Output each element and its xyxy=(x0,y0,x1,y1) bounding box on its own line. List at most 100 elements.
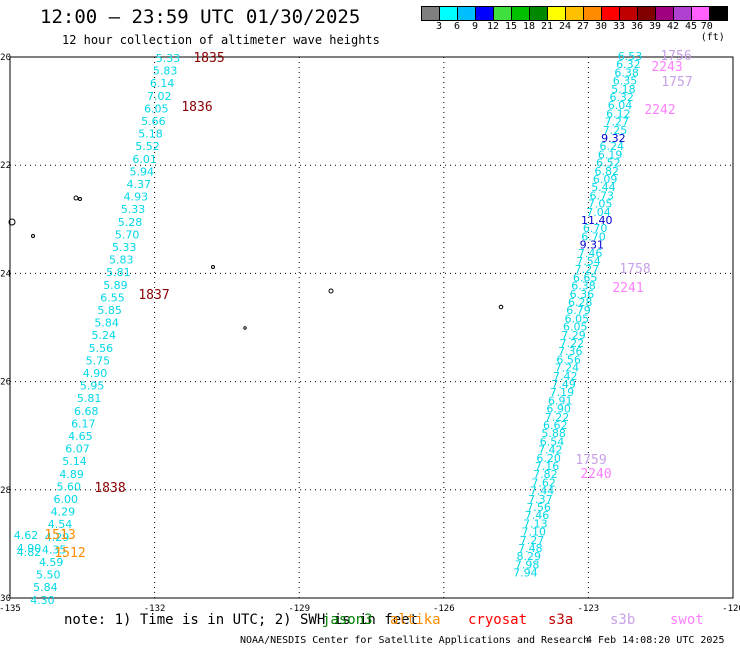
wave-height-label: 4.37 xyxy=(127,178,152,191)
wave-height-label: 5.60 xyxy=(56,480,81,493)
footer-timestamp: 4 Feb 14:08:20 UTC 2025 xyxy=(586,635,725,646)
scale-label: 39 xyxy=(648,21,662,32)
island-shape xyxy=(73,195,79,201)
wave-height-label: 6.35 xyxy=(613,75,638,88)
wave-height-label: 6.32 xyxy=(616,58,641,71)
wave-height-label: 5.56 xyxy=(89,342,114,355)
wave-height-label: 7.94 xyxy=(513,567,538,580)
wave-height-label: 5.81 xyxy=(77,392,102,405)
wave-height-label: 6.56 xyxy=(556,353,581,366)
wave-height-label: 6.19 xyxy=(598,148,623,161)
lat-label: -26 xyxy=(0,378,11,388)
wave-height-label: 11.40 xyxy=(581,214,613,227)
wave-height-label: 5.14 xyxy=(62,455,87,468)
wave-height-label: 6.65 xyxy=(573,271,598,284)
wave-height-label: 7.16 xyxy=(535,460,560,473)
scale-label: 27 xyxy=(576,21,590,32)
pass-time-label: 1758 xyxy=(619,262,650,277)
wave-height-label: 4.29 xyxy=(51,506,76,519)
wave-height-label: 6.38 xyxy=(571,280,596,293)
wave-height-label: 7.49 xyxy=(551,378,576,391)
wave-height-label: 7.42 xyxy=(553,370,578,383)
wave-height-label: 6.12 xyxy=(606,107,631,120)
wave-height-label: 5.89 xyxy=(103,279,128,292)
wave-height-label: 5.85 xyxy=(97,304,122,317)
wave-height-label: 6.05 xyxy=(563,321,588,334)
scale-label: 3 xyxy=(435,21,443,32)
wave-height-label: 5.84 xyxy=(33,581,58,594)
wave-height-label: 6.82 xyxy=(595,165,620,178)
scale-label: 70 (ft) xyxy=(700,21,725,43)
lon-label: -123 xyxy=(578,604,600,614)
wave-height-label: 7.56 xyxy=(526,501,551,514)
wave-height-label: 7.27 xyxy=(575,263,600,276)
wave-height-label: 5.83 xyxy=(153,65,178,78)
wave-height-label: 6.00 xyxy=(54,493,79,506)
wave-height-label: 7.13 xyxy=(523,517,548,530)
wave-height-label: 6.52 xyxy=(596,157,621,170)
wave-height-label: 6.54 xyxy=(540,435,565,448)
wave-height-label: 4.62 xyxy=(14,529,39,542)
wave-height-label: 7.48 xyxy=(518,542,543,555)
wave-height-label: 9.32 xyxy=(601,132,626,145)
scale-label: 12 xyxy=(486,21,500,32)
scale-swatch xyxy=(709,6,728,21)
wave-height-label: 6.53 xyxy=(618,50,643,63)
wave-height-label: 5.88 xyxy=(541,427,566,440)
wave-height-label: 6.01 xyxy=(132,153,157,166)
lon-label: -132 xyxy=(144,604,166,614)
wave-height-label: 4.29 xyxy=(45,531,70,544)
wave-height-label: 6.70 xyxy=(583,222,608,235)
wave-height-label: 4.65 xyxy=(68,430,93,443)
island-shape xyxy=(498,304,504,310)
wave-height-label: 5.18 xyxy=(611,83,636,96)
lon-label: -135 xyxy=(0,604,21,614)
wave-height-label: 7.22 xyxy=(560,337,585,350)
wave-height-label: 5.44 xyxy=(591,181,616,194)
footer-credit: NOAA/NESDIS Center for Satellite Applica… xyxy=(240,635,590,646)
wave-height-label: 4.82 xyxy=(17,546,42,559)
wave-height-label: 6.79 xyxy=(566,304,591,317)
wave-height-label: 5.52 xyxy=(135,140,160,153)
lat-label: -24 xyxy=(0,269,11,279)
pass-time-label: 1837 xyxy=(138,288,169,303)
wave-height-label: 7.27 xyxy=(604,116,629,129)
wave-height-label: 4.90 xyxy=(83,367,108,380)
pass-time-label: 2240 xyxy=(580,467,611,482)
lat-label: -30 xyxy=(0,594,11,604)
lon-label: -120 xyxy=(722,604,740,614)
wave-height-label: 5.50 xyxy=(36,569,61,582)
wave-height-label: 4.59 xyxy=(39,556,64,569)
island-shape xyxy=(8,218,16,226)
wave-height-label: 7.29 xyxy=(561,329,586,342)
wave-height-label: 7.54 xyxy=(576,255,601,268)
wave-height-label: 6.09 xyxy=(593,173,618,186)
pass-time-label: 2243 xyxy=(651,60,682,75)
scale-label: 36 xyxy=(630,21,644,32)
wave-height-label: 6.38 xyxy=(614,66,639,79)
wave-height-label: 7.22 xyxy=(545,411,570,424)
pass-time-label: 1836 xyxy=(181,100,212,115)
scale-label: 21 xyxy=(540,21,554,32)
wave-height-label: 6.62 xyxy=(543,419,568,432)
wave-height-label: 7.02 xyxy=(147,90,172,103)
wave-height-label: 6.55 xyxy=(100,291,125,304)
pass-time-label: 1757 xyxy=(661,75,692,90)
wave-height-label: 5.81 xyxy=(106,266,131,279)
color-scale xyxy=(421,6,728,21)
wave-height-label: 6.32 xyxy=(609,91,634,104)
island-shape xyxy=(328,288,334,294)
lon-label: -129 xyxy=(288,604,310,614)
map-frame xyxy=(9,56,734,599)
wave-height-label: 5.66 xyxy=(141,115,166,128)
scale-label: 9 xyxy=(471,21,479,32)
lat-label: -22 xyxy=(0,161,11,171)
wave-height-label: 6.17 xyxy=(71,417,96,430)
wave-height-label: 4.89 xyxy=(59,468,84,481)
wave-height-label: 7.44 xyxy=(530,485,555,498)
wave-height-label: 5.84 xyxy=(94,317,119,330)
wave-height-label: 5.75 xyxy=(86,354,111,367)
scale-label: 42 xyxy=(666,21,680,32)
scale-label: 15 xyxy=(504,21,518,32)
